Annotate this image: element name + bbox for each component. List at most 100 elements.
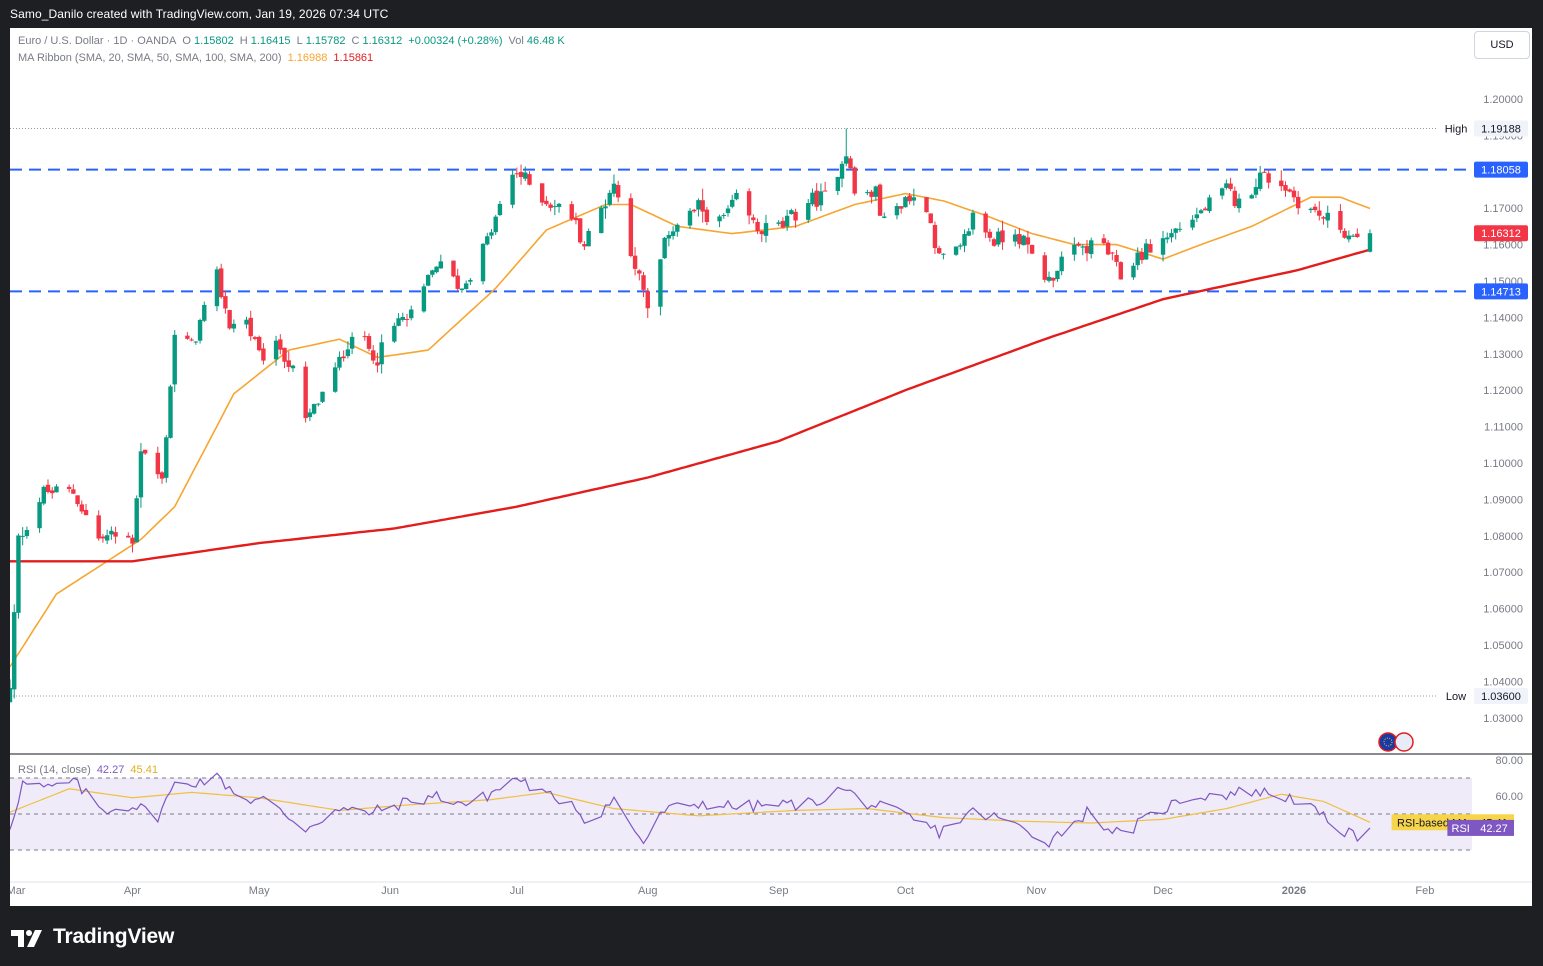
candle-body (1076, 243, 1081, 246)
candle-body (375, 362, 380, 366)
candle-body (379, 342, 384, 365)
candle-body (1046, 276, 1052, 281)
candle-body (333, 367, 338, 392)
candle (273, 335, 279, 366)
candle (793, 208, 798, 228)
candle (83, 504, 89, 516)
candle-body (164, 437, 169, 478)
candle-body (159, 472, 165, 479)
tradingview-logo: TradingView (11, 924, 174, 950)
candle (371, 345, 376, 365)
candle (1076, 241, 1081, 247)
candle (468, 278, 473, 286)
candle-body (966, 231, 971, 236)
candle-body (573, 217, 579, 221)
candle-body (848, 158, 853, 169)
candle (903, 195, 908, 208)
candle-body (261, 348, 266, 361)
candle-body (227, 310, 232, 329)
candle (231, 319, 237, 333)
candle-body (100, 536, 106, 539)
x-tick-label: Feb (1415, 885, 1434, 897)
candle-body (451, 260, 456, 277)
candle-body (962, 234, 967, 246)
candle (421, 283, 427, 313)
candle (776, 220, 781, 227)
candle-body (670, 231, 676, 236)
candle (548, 202, 553, 212)
candle-body (1279, 180, 1284, 187)
candle-body (607, 192, 612, 205)
candle (666, 231, 672, 247)
candle (725, 205, 731, 217)
candle (1042, 252, 1047, 283)
last-price-tag-bg (1474, 225, 1528, 242)
candle-body (852, 167, 857, 194)
candle (1059, 251, 1064, 276)
candle (1283, 181, 1288, 197)
candle (632, 247, 638, 276)
chart-frame[interactable]: 1.200001.190001.180001.170001.160001.150… (10, 28, 1532, 906)
candle (687, 208, 693, 229)
candle-body (928, 213, 933, 224)
candle-body (1283, 185, 1288, 191)
candle (193, 341, 199, 345)
candle (1198, 208, 1204, 214)
candle (379, 334, 384, 374)
candle (877, 183, 883, 216)
candle (50, 487, 55, 499)
candle (1295, 191, 1301, 215)
candle (227, 309, 232, 330)
level-tag-1-text: 1.14713 (1481, 286, 1521, 298)
candle (987, 228, 993, 242)
candle-body (924, 197, 929, 213)
candle (1342, 228, 1347, 239)
candle (523, 166, 528, 182)
price-chart-canvas[interactable]: 1.200001.190001.180001.170001.160001.150… (10, 28, 1532, 906)
candle (645, 288, 650, 318)
candle (527, 171, 532, 186)
y-tick-label: 1.20000 (1483, 94, 1523, 106)
candle (252, 335, 258, 341)
candle (248, 310, 253, 341)
candle (1350, 234, 1356, 238)
candle (66, 484, 72, 493)
candle-body (603, 206, 608, 209)
candle (366, 333, 372, 352)
candle (24, 526, 30, 539)
sma20-line (10, 192, 1371, 668)
candle-body (1342, 230, 1347, 238)
candle (12, 604, 17, 699)
candle (1160, 230, 1166, 262)
candle (539, 183, 545, 206)
candle-body (202, 304, 207, 321)
candle (425, 274, 431, 287)
candle-body (700, 200, 705, 212)
candle-body (1236, 198, 1242, 209)
candle-body (746, 191, 752, 216)
candle-body (425, 275, 431, 286)
candle (404, 313, 410, 327)
candle (544, 196, 549, 207)
rsi-ma-legend-value: 45.41 (130, 764, 158, 776)
currency-selector-button[interactable]: USD (1474, 31, 1530, 59)
low-value: 1.15782 (305, 35, 346, 47)
candle (126, 532, 131, 538)
candle (197, 318, 203, 344)
candle (1118, 261, 1123, 280)
candle-body (1198, 210, 1204, 214)
y-tick-label: 1.12000 (1483, 385, 1523, 397)
candle (514, 167, 520, 178)
candle (130, 534, 135, 553)
candle (1287, 188, 1292, 193)
candle-body (459, 288, 465, 291)
candle-body (438, 261, 443, 269)
y-tick-label: 1.03000 (1483, 713, 1523, 725)
candle (932, 221, 938, 255)
us-flag-icon (1394, 732, 1414, 752)
candle-body (341, 356, 346, 359)
candle-body (96, 515, 101, 539)
candle-body (278, 339, 283, 350)
candle (696, 198, 701, 217)
candle (869, 189, 874, 204)
